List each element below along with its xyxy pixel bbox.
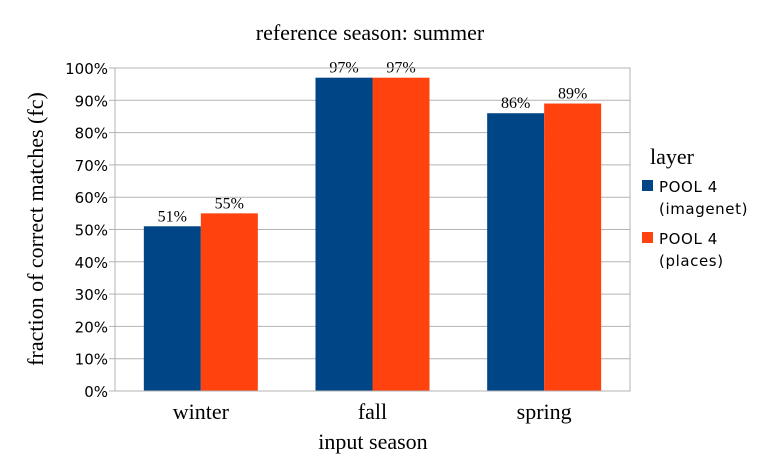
y-tick-label: 40%	[75, 254, 108, 272]
bar	[372, 77, 430, 391]
bar	[143, 226, 201, 391]
y-tick-label: 0%	[84, 383, 108, 401]
legend: layer POOL 4 (imagenet) POOL 4 (places)	[642, 144, 748, 270]
legend-label: (imagenet)	[659, 200, 748, 218]
x-tick-label: winter	[173, 399, 230, 424]
x-axis-label: input season	[318, 429, 427, 454]
legend-label: (places)	[659, 252, 724, 270]
bar-value-label: 89%	[558, 86, 587, 103]
bar-value-labels: 51%55%97% 97%86%89%	[158, 60, 588, 226]
y-tick-labels: 0% 10% 20% 30% 40% 50% 60% 70% 80% 90% 100%	[65, 60, 108, 401]
x-tick-labels: winter fall spring	[173, 399, 572, 424]
chart-title: reference season: summer	[256, 20, 485, 45]
x-tick-label: spring	[517, 399, 572, 424]
x-tick-label: fall	[358, 399, 387, 424]
legend-label: POOL 4	[659, 178, 718, 196]
legend-swatch	[642, 180, 653, 191]
bar	[544, 103, 602, 391]
legend-items: POOL 4 (imagenet) POOL 4 (places)	[642, 178, 748, 270]
y-tick-label: 90%	[75, 92, 108, 110]
legend-title: layer	[650, 144, 695, 169]
y-tick-label: 50%	[75, 222, 108, 240]
y-tick-label: 70%	[75, 157, 108, 175]
bar-value-label: 86%	[501, 95, 530, 112]
y-tick-label: 10%	[75, 351, 108, 369]
y-tick-label: 80%	[75, 125, 108, 143]
plot-area: 0% 10% 20% 30% 40% 50% 60% 70% 80% 90% 100% 51% 55%…	[65, 60, 631, 424]
plot-frame	[114, 67, 631, 392]
y-tick-label: 60%	[75, 189, 108, 207]
y-tick-label: 100%	[65, 60, 108, 78]
bar	[200, 213, 258, 391]
y-tick-label: 20%	[75, 318, 108, 336]
y-tick-label: 30%	[75, 286, 108, 304]
bars	[143, 77, 602, 391]
bar-value-label: 55%	[215, 195, 244, 212]
legend-label: POOL 4	[659, 230, 718, 248]
bar-value-label: 51%	[158, 208, 187, 225]
bar	[487, 113, 545, 391]
legend-swatch	[642, 232, 653, 243]
bar	[315, 77, 373, 391]
y-axis-label: fraction of correct matches (fc)	[23, 92, 48, 366]
